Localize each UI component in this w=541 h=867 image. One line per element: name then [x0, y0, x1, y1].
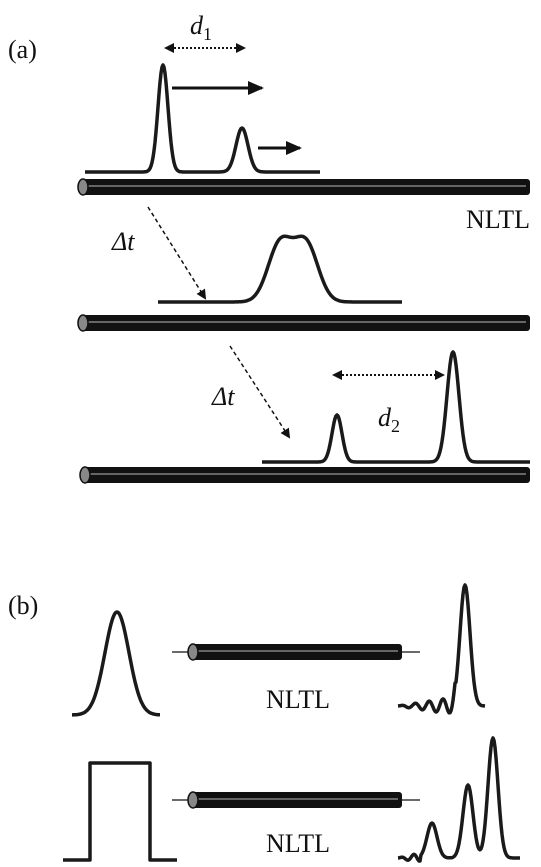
output-pulse — [397, 583, 486, 715]
cable-end — [187, 791, 199, 809]
transmission-line — [172, 643, 420, 661]
transmission-line — [77, 314, 530, 332]
pulse — [157, 234, 403, 304]
panel-label: (b) — [8, 591, 38, 620]
transmission-line — [79, 466, 530, 484]
transmission-line — [77, 178, 530, 196]
cable-end — [187, 643, 199, 661]
time-arrow — [229, 345, 291, 439]
line-label: NLTL — [466, 205, 530, 234]
delay-label: Δt — [111, 227, 135, 256]
cable-body — [190, 644, 402, 660]
input-pulse — [71, 610, 161, 717]
cable-end — [77, 314, 89, 332]
cable-body — [80, 179, 530, 195]
distance-label: d2 — [378, 403, 400, 436]
cable-end — [77, 178, 89, 196]
pulse — [261, 350, 531, 464]
line-label: NLTL — [266, 685, 330, 714]
line-label: NLTL — [266, 829, 330, 858]
panel-label: (a) — [8, 35, 37, 64]
transmission-line — [172, 791, 420, 809]
cable-body — [190, 792, 402, 808]
delay-label: Δt — [211, 382, 235, 411]
distance-label: d1 — [190, 11, 212, 44]
cable-end — [79, 466, 91, 484]
cable-body — [82, 467, 530, 483]
input-pulse — [63, 761, 177, 862]
pulse — [84, 63, 321, 174]
time-arrow — [147, 206, 207, 300]
output-pulse — [397, 736, 521, 863]
cable-body — [80, 315, 530, 331]
